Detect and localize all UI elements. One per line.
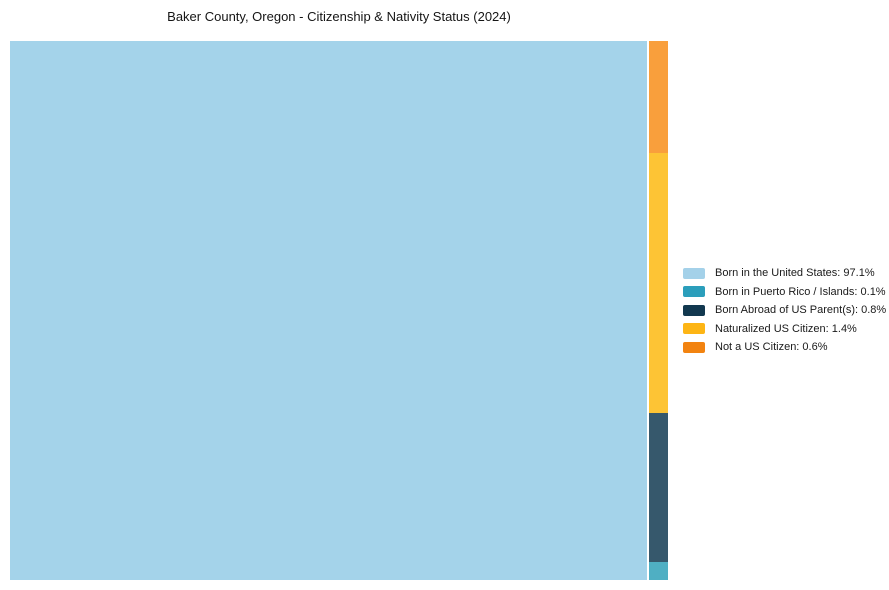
legend-item-not-a-us-citizen: Not a US Citizen: 0.6%: [683, 341, 886, 353]
treemap-tile-naturalized-us-citizen: [649, 153, 668, 413]
legend: Born in the United States: 97.1% Born in…: [683, 267, 886, 353]
treemap-plot: [10, 41, 668, 580]
legend-item-born-in-us: Born in the United States: 97.1%: [683, 267, 886, 279]
legend-swatch-born-abroad-of-us-parents: [683, 304, 705, 316]
legend-label: Born in Puerto Rico / Islands: 0.1%: [715, 285, 886, 298]
legend-swatch-born-in-puerto-rico-islands: [683, 286, 705, 297]
legend-swatch-naturalized-us-citizen: [683, 323, 705, 334]
legend-item-born-abroad-of-us-parents: Born Abroad of US Parent(s): 0.8%: [683, 304, 886, 316]
legend-label: Born Abroad of US Parent(s): 0.8%: [715, 304, 887, 316]
treemap-tile-born-in-us: [10, 41, 647, 580]
legend-label: Naturalized US Citizen: 1.4%: [715, 322, 857, 335]
chart-title: Baker County, Oregon - Citizenship & Nat…: [167, 9, 511, 24]
treemap-tile-born-abroad-of-us-parents: [649, 413, 668, 562]
legend-item-born-in-puerto-rico-islands: Born in Puerto Rico / Islands: 0.1%: [683, 286, 886, 298]
legend-swatch-born-in-us: [683, 267, 705, 279]
legend-swatch-not-a-us-citizen: [683, 341, 705, 353]
treemap-tile-born-in-puerto-rico-islands: [649, 562, 668, 580]
legend-label: Not a US Citizen: 0.6%: [715, 341, 828, 353]
legend-label: Born in the United States: 97.1%: [715, 267, 875, 279]
treemap-tile-not-a-us-citizen: [649, 41, 668, 153]
legend-item-naturalized-us-citizen: Naturalized US Citizen: 1.4%: [683, 323, 886, 335]
